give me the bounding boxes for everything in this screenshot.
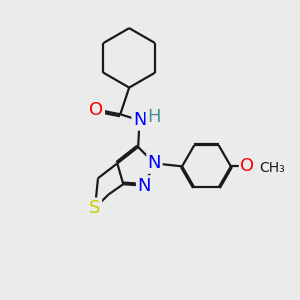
Text: H: H — [147, 108, 160, 126]
Text: O: O — [240, 157, 254, 175]
Text: S: S — [89, 199, 101, 217]
Text: N: N — [148, 154, 161, 172]
Text: N: N — [133, 111, 146, 129]
Text: O: O — [89, 101, 103, 119]
Text: N: N — [137, 177, 151, 195]
Text: CH₃: CH₃ — [260, 161, 285, 175]
